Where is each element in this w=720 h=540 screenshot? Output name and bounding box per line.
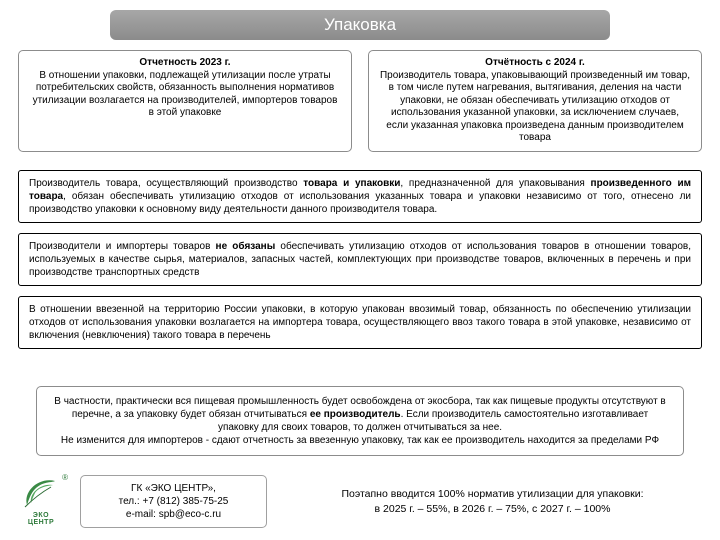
leaf-icon	[21, 477, 61, 511]
contact-name: ГК «ЭКО ЦЕНТР»,	[131, 483, 216, 494]
rule-producer: Производитель товара, осуществляющий про…	[18, 170, 702, 223]
registered-icon: ®	[62, 473, 68, 482]
top-row: Отчетность 2023 г. В отношении упаковки,…	[18, 50, 702, 152]
timeline-note: Поэтапно вводится 100% норматив утилизац…	[277, 487, 708, 515]
note-food-industry: В частности, практически вся пищевая про…	[36, 386, 684, 456]
card-2023: Отчетность 2023 г. В отношении упаковки,…	[18, 50, 352, 152]
contact-card: ГК «ЭКО ЦЕНТР», тел.: +7 (812) 385-75-25…	[80, 475, 267, 528]
title-text: Упаковка	[324, 15, 396, 35]
rule-not-obliged: Производители и импортеры товаров не обя…	[18, 233, 702, 286]
logo-text: ЭКО ЦЕНТР	[28, 512, 54, 526]
logo: ® ЭКО ЦЕНТР	[12, 477, 70, 527]
contact-tel: тел.: +7 (812) 385-75-25	[119, 496, 229, 507]
contact-email: e-mail: spb@eco-c.ru	[126, 509, 221, 520]
middle-section: Производитель товара, осуществляющий про…	[18, 170, 702, 349]
footer: ® ЭКО ЦЕНТР ГК «ЭКО ЦЕНТР», тел.: +7 (81…	[0, 475, 720, 528]
card-2024-body: Производитель товара, упаковывающий прои…	[380, 70, 690, 144]
card-2023-heading: Отчетность 2023 г.	[139, 57, 230, 68]
card-2024: Отчётность с 2024 г. Производитель товар…	[368, 50, 702, 152]
card-2024-heading: Отчётность с 2024 г.	[485, 57, 585, 68]
card-2023-body: В отношении упаковки, подлежащей утилиза…	[33, 70, 338, 119]
rule-imported: В отношении ввезенной на территорию Росс…	[18, 296, 702, 349]
page-title: Упаковка	[110, 10, 610, 40]
